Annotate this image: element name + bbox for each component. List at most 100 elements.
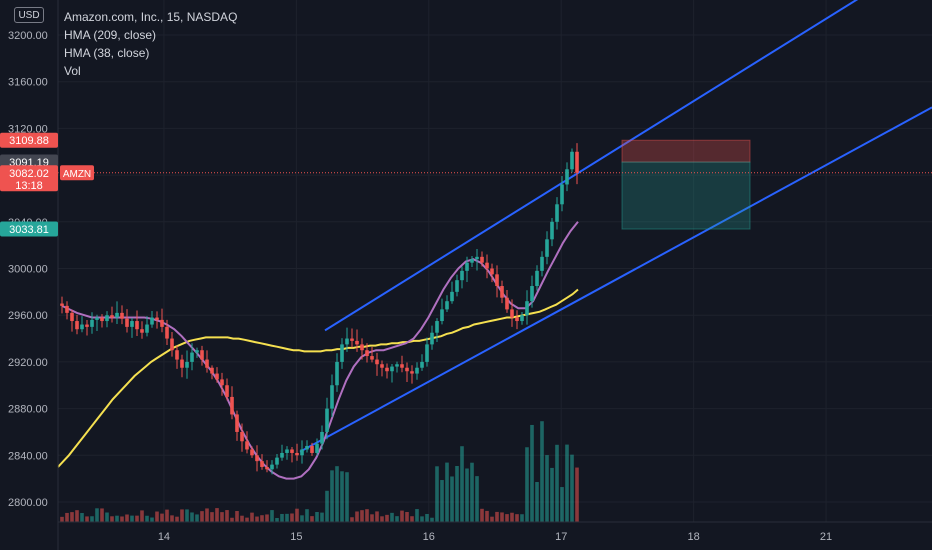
candle-body bbox=[475, 256, 479, 260]
volume-bar bbox=[210, 512, 214, 522]
grid-lines bbox=[58, 0, 932, 522]
candle-body bbox=[220, 379, 224, 386]
volume-bar bbox=[80, 513, 84, 522]
volume-bar bbox=[185, 509, 189, 522]
volume-bar bbox=[265, 514, 269, 522]
volume-bar bbox=[255, 516, 259, 522]
volume-bar bbox=[540, 421, 544, 522]
candle-body bbox=[115, 312, 119, 318]
candle-body bbox=[520, 315, 524, 322]
candle-body bbox=[415, 367, 419, 374]
candle-body bbox=[330, 385, 334, 409]
volume-bar bbox=[425, 513, 429, 522]
legend-hma38[interactable]: HMA (38, close) bbox=[64, 46, 150, 60]
candle-body bbox=[80, 324, 84, 330]
volume-bar bbox=[260, 515, 264, 522]
candle-body bbox=[70, 312, 74, 322]
volume-bar bbox=[380, 516, 384, 522]
volume-bar bbox=[420, 516, 424, 522]
volume-bar bbox=[370, 514, 374, 522]
volume-bar bbox=[415, 509, 419, 522]
candle-body bbox=[300, 449, 304, 456]
volume-bar bbox=[285, 513, 289, 522]
candle-body bbox=[530, 286, 534, 302]
candle-body bbox=[460, 270, 464, 281]
volume-bar bbox=[410, 516, 414, 522]
y-tick-label: 2880.00 bbox=[8, 404, 48, 416]
volume-bar bbox=[205, 508, 209, 522]
candle-body bbox=[280, 452, 284, 458]
legend-title[interactable]: Amazon.com, Inc., 15, NASDAQ bbox=[64, 10, 238, 24]
volume-bar bbox=[90, 516, 94, 522]
price-tag-bg bbox=[0, 165, 58, 192]
volume-bar bbox=[145, 515, 149, 522]
x-axis[interactable]: 14 15 16 17 18 21 bbox=[158, 531, 832, 543]
candle-body bbox=[540, 256, 544, 271]
candle-body bbox=[560, 184, 564, 205]
channel-lower-line bbox=[299, 106, 932, 453]
candle-body bbox=[85, 324, 89, 327]
candle-body bbox=[320, 431, 324, 444]
candle-body bbox=[385, 367, 389, 372]
volume-bar bbox=[275, 517, 279, 522]
volume-bar bbox=[345, 472, 349, 522]
candle-body bbox=[160, 319, 164, 327]
volume-bar bbox=[340, 471, 344, 522]
short-position-box[interactable] bbox=[621, 139, 751, 230]
candle-body bbox=[365, 350, 369, 357]
volume-bar bbox=[335, 466, 339, 522]
symbol-tag-bg bbox=[60, 165, 94, 181]
volume-bar bbox=[395, 516, 399, 522]
candle-body bbox=[205, 359, 209, 368]
candle-body bbox=[485, 262, 489, 269]
candle-body bbox=[395, 364, 399, 367]
candle-body bbox=[515, 317, 519, 322]
volume-bar bbox=[390, 512, 394, 522]
volume-bar bbox=[450, 476, 454, 522]
volume-bar bbox=[245, 517, 249, 522]
candle-body bbox=[575, 151, 579, 173]
volume-bar bbox=[85, 516, 89, 522]
volume-bar bbox=[350, 517, 354, 522]
volume-bar bbox=[175, 516, 179, 522]
currency-button[interactable]: USD bbox=[14, 7, 44, 23]
volume-bar bbox=[95, 508, 99, 522]
candle-body bbox=[445, 301, 449, 310]
volume-bar bbox=[470, 462, 474, 522]
candle-body bbox=[110, 315, 114, 318]
channel-upper-line bbox=[324, 0, 859, 332]
volume-bar bbox=[120, 516, 124, 522]
volume-bar bbox=[545, 455, 549, 522]
candlestick-series bbox=[60, 143, 579, 475]
volume-bar bbox=[375, 511, 379, 522]
volume-bar bbox=[495, 511, 499, 522]
volume-bar bbox=[150, 517, 154, 522]
volume-bar bbox=[250, 512, 254, 522]
volume-bar bbox=[510, 512, 514, 522]
volume-bar bbox=[115, 515, 119, 522]
candle-body bbox=[360, 344, 364, 351]
candle-body bbox=[195, 350, 199, 353]
candle-body bbox=[225, 385, 229, 397]
candle-body bbox=[545, 239, 549, 257]
y-axis[interactable]: 2800.00 2840.00 2880.00 2920.00 2960.00 3000.… bbox=[8, 30, 48, 509]
legend-hma209[interactable]: HMA (209, close) bbox=[64, 28, 157, 42]
price-tag-bg bbox=[0, 132, 58, 148]
trend-channel[interactable] bbox=[299, 0, 932, 453]
candle-body bbox=[290, 449, 294, 453]
legend-vol[interactable]: Vol bbox=[64, 64, 81, 78]
volume-bar bbox=[445, 462, 449, 522]
candle-body bbox=[135, 321, 139, 330]
volume-bar bbox=[105, 512, 109, 522]
candle-body bbox=[190, 352, 194, 362]
volume-bar bbox=[405, 512, 409, 522]
volume-bar bbox=[300, 515, 304, 522]
candle-body bbox=[95, 317, 99, 320]
candle-body bbox=[125, 318, 129, 327]
volume-bar bbox=[220, 512, 224, 522]
candle-body bbox=[375, 359, 379, 365]
candle-body bbox=[370, 356, 374, 360]
volume-bar bbox=[520, 514, 524, 522]
